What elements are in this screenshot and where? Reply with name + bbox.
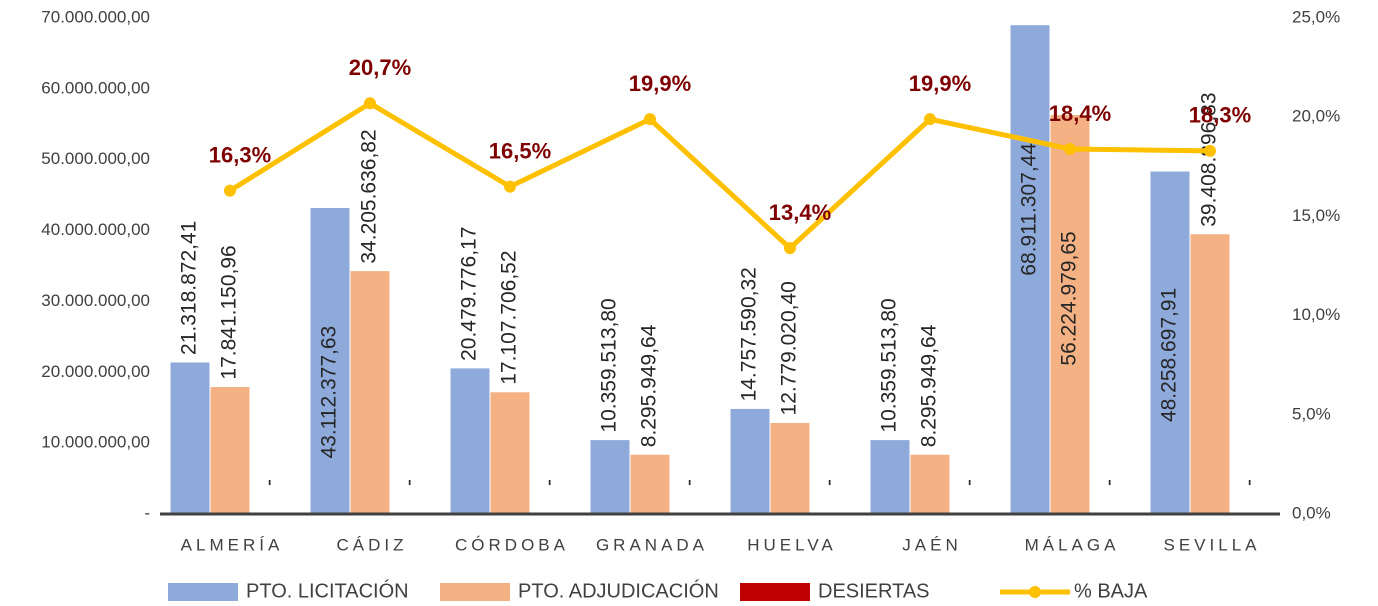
y2-tick-label: 15,0% (1292, 206, 1340, 225)
line-marker (924, 113, 936, 126)
x-tick-label: ALMERÍA (181, 535, 284, 554)
x-tick-label: HUELVA (747, 535, 837, 554)
legend-swatch (740, 583, 810, 601)
y-tick-label: 40.000.000,00 (41, 220, 150, 239)
y-tick-label: 70.000.000,00 (41, 7, 150, 26)
y-tick-label: 30.000.000,00 (41, 291, 150, 310)
bar (450, 368, 490, 515)
line-marker (784, 242, 796, 255)
value-label: 48.258.697,91 (1158, 288, 1181, 422)
legend-label: PTO. ADJUDICACIÓN (518, 579, 719, 602)
value-label: 56.224.979,65 (1058, 231, 1081, 365)
value-label: 10.359.513,80 (598, 298, 621, 432)
point-label: 13,4% (769, 200, 831, 225)
x-tick-label: GRANADA (596, 535, 708, 554)
value-label: 20.479.776,17 (458, 227, 481, 361)
bar (590, 440, 630, 515)
bar (1050, 115, 1090, 515)
legend-swatch (168, 583, 238, 601)
value-label: - (398, 479, 421, 486)
bar (170, 362, 210, 515)
value-label: - (538, 479, 561, 486)
y-tick-label: 10.000.000,00 (41, 433, 150, 452)
value-label: 10.359.513,80 (878, 298, 901, 432)
bar (1190, 234, 1230, 515)
x-tick-label: JAÉN (902, 535, 961, 554)
value-label: 21.318.872,41 (178, 221, 201, 355)
bar (730, 408, 770, 515)
bar (870, 440, 910, 515)
point-label: 16,3% (209, 142, 271, 167)
line-marker (1204, 144, 1216, 157)
value-label: 17.841.150,96 (218, 245, 241, 379)
x-tick-label: SEVILLA (1164, 535, 1261, 554)
x-tick-label: CÓRDOBA (455, 535, 569, 554)
y-tick-label: 60.000.000,00 (41, 78, 150, 97)
x-tick-label: MÁLAGA (1025, 535, 1120, 554)
bar (1010, 25, 1050, 515)
legend-label: DESIERTAS (818, 580, 930, 602)
line-marker (224, 184, 236, 197)
y2-tick-label: 0,0% (1292, 503, 1331, 522)
legend-marker (1029, 586, 1041, 598)
point-label: 19,9% (909, 71, 971, 96)
value-label: 68.911.307,44 (1018, 143, 1041, 276)
y2-tick-label: 25,0% (1292, 7, 1340, 26)
y2-tick-label: 10,0% (1292, 305, 1340, 324)
point-label: 20,7% (349, 55, 411, 80)
y-tick-label: 50.000.000,00 (41, 149, 150, 168)
value-label: - (818, 479, 841, 486)
line-marker (644, 113, 656, 126)
point-label: 19,9% (629, 71, 691, 96)
bar (910, 454, 950, 515)
value-label: - (678, 479, 701, 486)
line-marker (364, 97, 376, 110)
y2-tick-label: 20,0% (1292, 107, 1340, 126)
bar (310, 208, 350, 515)
value-label: 39.408.896,83 (1198, 92, 1221, 226)
point-label: 16,5% (489, 138, 551, 163)
value-label: 43.112.377,63 (318, 326, 341, 459)
value-label: - (958, 479, 981, 486)
x-tick-label: CÁDIZ (337, 535, 408, 554)
bar (770, 422, 810, 515)
line-marker (1064, 142, 1076, 155)
legend-swatch (440, 583, 510, 601)
value-label: 14.757.590,32 (738, 267, 761, 401)
y-tick-label: 20.000.000,00 (41, 362, 150, 381)
value-label: 8.295.949,64 (638, 324, 661, 447)
value-label: 17.107.706,52 (498, 250, 521, 384)
bar (630, 454, 670, 515)
bar (210, 387, 250, 515)
y2-tick-label: 5,0% (1292, 404, 1331, 423)
value-label: - (258, 479, 281, 486)
bar (350, 271, 390, 515)
bar (1150, 171, 1190, 515)
value-label: 8.295.949,64 (918, 324, 941, 447)
bar (490, 392, 530, 515)
line (228, 100, 1211, 251)
value-label: 12.779.020,40 (778, 281, 801, 415)
point-label: 18,4% (1049, 101, 1111, 126)
value-label: - (1238, 479, 1261, 486)
value-label: 34.205.636,82 (358, 129, 381, 263)
point-label: 18,3% (1189, 103, 1251, 128)
y-tick-label: - (144, 503, 150, 522)
value-label: - (1098, 479, 1121, 486)
legend-label: % BAJA (1074, 580, 1148, 602)
line-marker (504, 180, 516, 193)
legend-label: PTO. LICITACIÓN (246, 579, 409, 602)
